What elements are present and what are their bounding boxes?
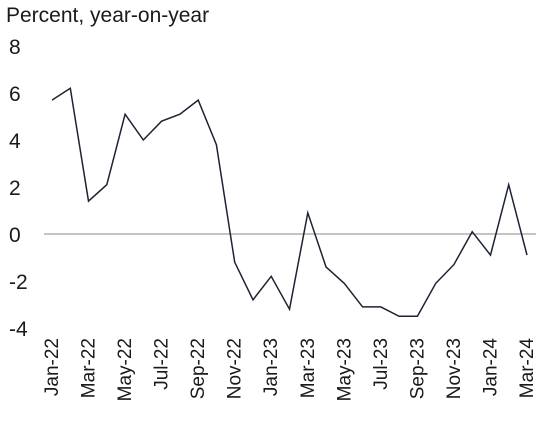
y-tick-label: -2 — [9, 271, 28, 294]
x-tick-label: Jan-22 — [42, 338, 63, 396]
x-tick-label: Jan-23 — [261, 338, 282, 396]
x-tick-label: Sep-22 — [188, 338, 209, 399]
x-axis-ticks: Jan-22 Mar-22 May-22 Jul-22 Sep-22 Nov-22 Jan-… — [42, 338, 538, 402]
x-tick-label: Mar-23 — [298, 338, 319, 398]
x-tick-label: Nov-23 — [444, 338, 465, 399]
x-tick-label: Nov-22 — [225, 338, 246, 399]
x-tick-label: Jul-23 — [371, 338, 392, 390]
y-tick-label: 4 — [9, 130, 21, 153]
y-axis-ticks: 8 6 4 2 0 -2 -4 — [9, 36, 28, 341]
y-tick-label: 6 — [9, 83, 21, 106]
x-tick-label: May-22 — [115, 338, 136, 401]
x-tick-label: Mar-22 — [79, 338, 100, 398]
y-axis-unit-label: Percent, year-on-year — [6, 4, 210, 27]
x-tick-label: Jul-22 — [152, 338, 173, 390]
x-tick-label: Sep-23 — [407, 338, 428, 399]
y-tick-label: 2 — [9, 177, 21, 200]
x-tick-label: Jan-24 — [480, 338, 501, 397]
y-tick-label: 8 — [9, 36, 21, 59]
x-tick-label: May-23 — [334, 338, 355, 401]
x-tick-label: Mar-24 — [517, 338, 538, 399]
y-tick-label: -4 — [9, 318, 28, 341]
y-tick-label: 0 — [9, 224, 21, 247]
series-line — [51, 87, 528, 318]
plot-area — [44, 87, 536, 318]
